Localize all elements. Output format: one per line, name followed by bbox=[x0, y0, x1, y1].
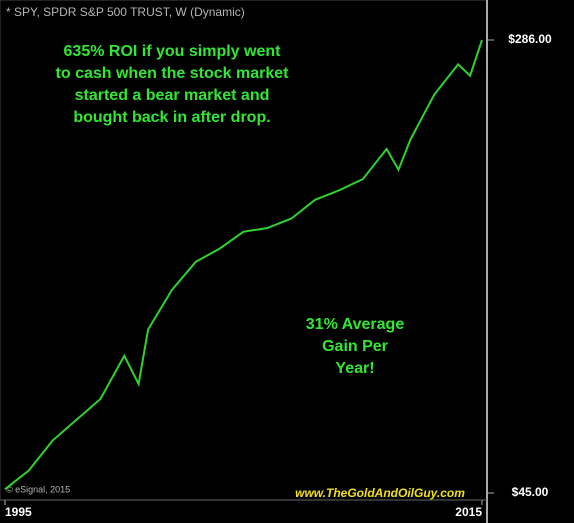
price-line bbox=[4, 39, 483, 490]
annotation: 635% ROI if you simply went bbox=[64, 43, 282, 60]
annotation: started a bear market and bbox=[75, 87, 270, 104]
website: www.TheGoldAndOilGuy.com bbox=[295, 486, 465, 500]
chart-title: * SPY, SPDR S&P 500 TRUST, W (Dynamic) bbox=[6, 5, 245, 19]
annotation: bought back in after drop. bbox=[73, 109, 270, 126]
x-tick-label: 2015 bbox=[455, 505, 482, 519]
annotation: 31% Average bbox=[306, 316, 405, 333]
annotation: Gain Per bbox=[322, 338, 388, 355]
x-tick-label: 1995 bbox=[5, 505, 32, 519]
y-tick-label: $286.00 bbox=[508, 32, 552, 46]
annotation: Year! bbox=[335, 360, 374, 377]
credit: © eSignal, 2015 bbox=[6, 484, 70, 494]
annotation: to cash when the stock market bbox=[56, 65, 290, 82]
y-tick-label: $45.00 bbox=[512, 485, 549, 499]
